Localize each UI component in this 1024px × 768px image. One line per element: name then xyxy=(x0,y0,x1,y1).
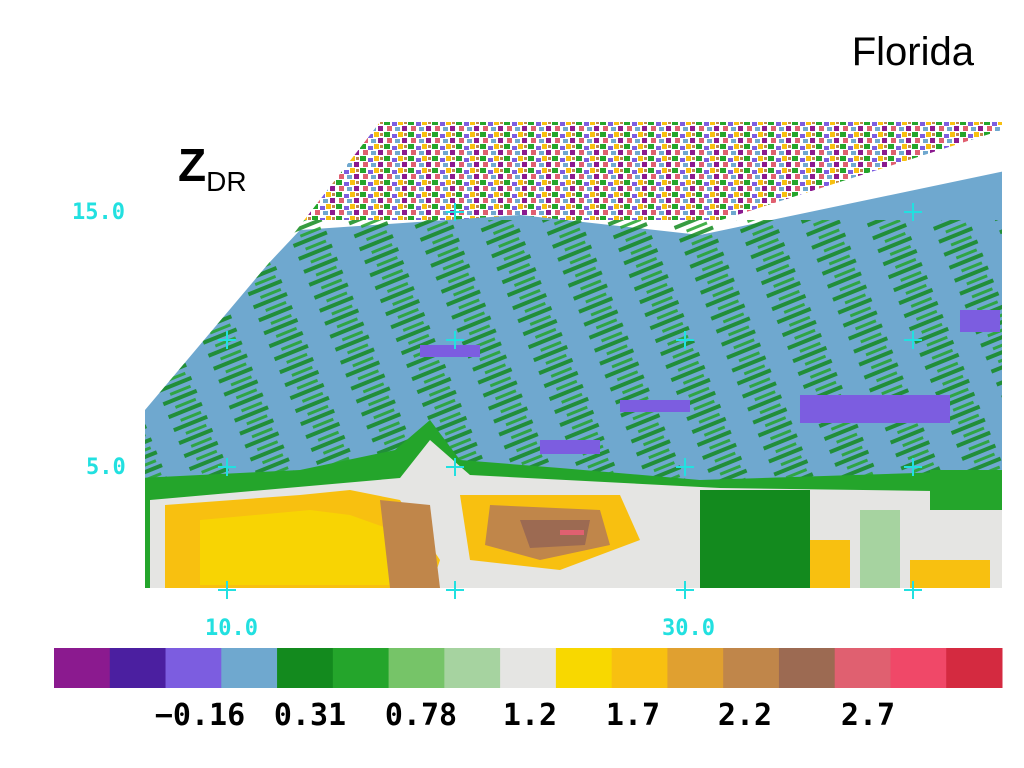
colorbar-swatch xyxy=(332,648,390,688)
colorbar-swatch xyxy=(555,648,613,688)
colorbar-swatch xyxy=(667,648,724,688)
colorbar-label: −0.16 xyxy=(154,698,246,733)
colorbar-swatch xyxy=(388,648,445,688)
colorbar-swatch xyxy=(444,648,501,688)
colorbar-swatch xyxy=(54,648,111,688)
colorbar-swatch xyxy=(834,648,891,688)
colorbar-swatch xyxy=(723,648,780,688)
colorbar-swatch xyxy=(890,648,947,688)
colorbar-swatch xyxy=(778,648,836,688)
y-tick-label: 5.0 xyxy=(86,455,126,480)
region-title: Florida xyxy=(851,30,974,74)
colorbar-swatch xyxy=(611,648,668,688)
field-label: ZDR xyxy=(178,139,247,197)
colorbar-label: 2.7 xyxy=(840,698,896,733)
colorbar-swatch xyxy=(165,648,222,688)
radar-sector xyxy=(145,122,1002,588)
grid-markers xyxy=(218,203,922,599)
colorbar-swatch xyxy=(221,648,278,688)
y-tick-label: 15.0 xyxy=(72,200,125,225)
x-tick-label: 30.0 xyxy=(662,616,715,641)
colorbar-label: 1.7 xyxy=(605,698,661,733)
colorbar-label: 0.78 xyxy=(384,698,458,733)
colorbar-swatch xyxy=(500,648,557,688)
colorbar-swatch xyxy=(109,648,167,688)
colorbar-label: 2.2 xyxy=(717,698,773,733)
colorbar-swatch xyxy=(277,648,334,688)
colorbar-label: 0.31 xyxy=(273,698,347,733)
x-tick-label: 10.0 xyxy=(205,616,258,641)
colorbar-swatch xyxy=(946,648,1003,688)
colorbar xyxy=(54,648,1003,688)
colorbar-label: 1.2 xyxy=(502,698,558,733)
